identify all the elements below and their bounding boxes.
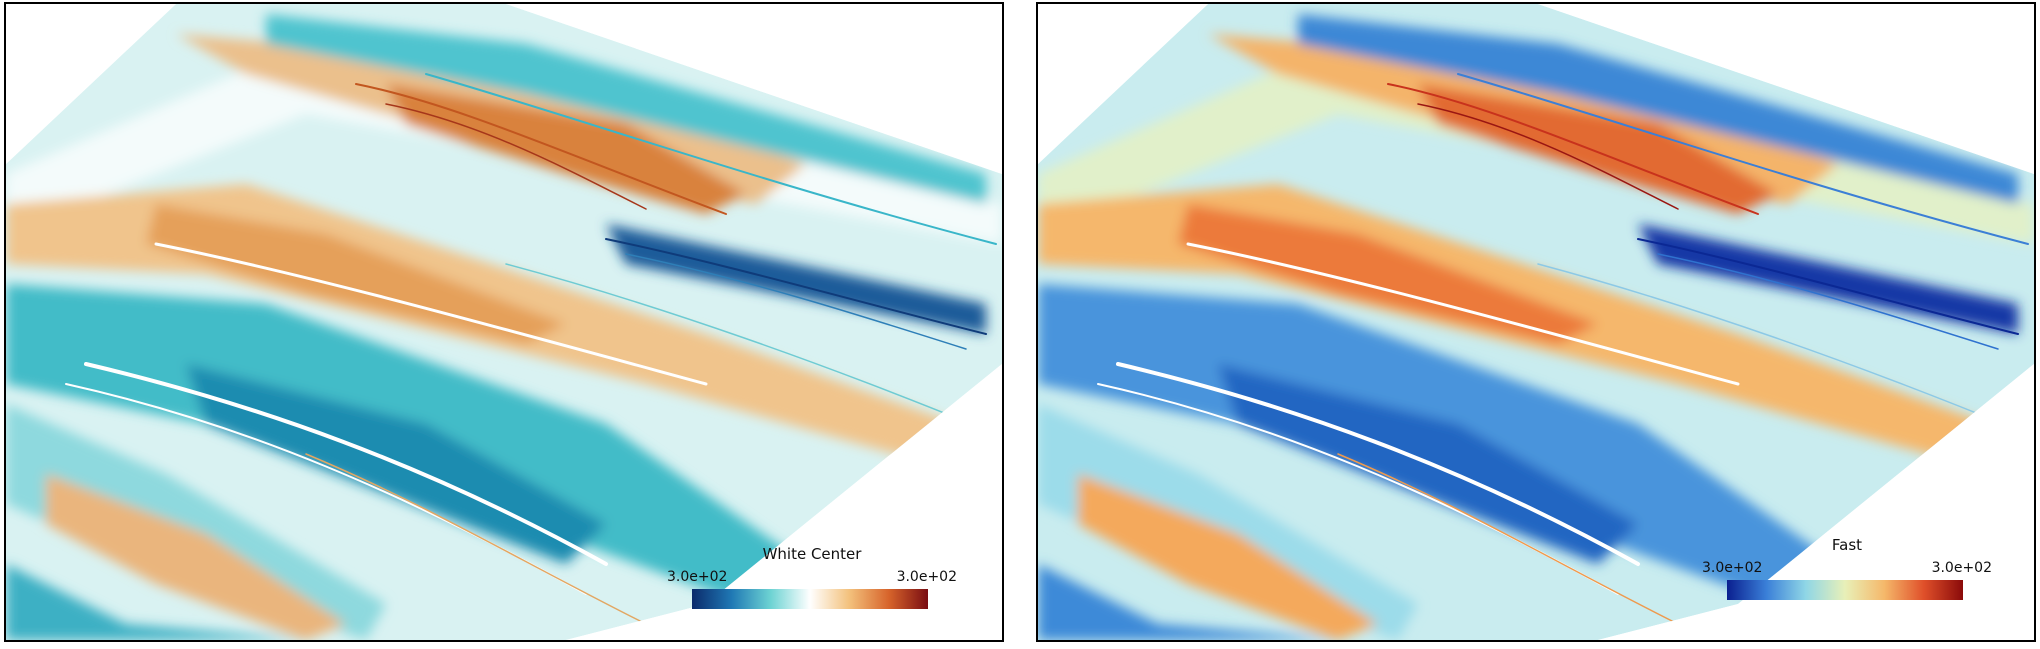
- right-visualization-panel: Fast 3.0e+02 3.0e+02: [1036, 2, 2036, 642]
- colorbar-gradient: [1727, 580, 1963, 600]
- colorbar-max-label: 3.0e+02: [896, 569, 957, 585]
- colorbar-title: White Center: [762, 545, 862, 563]
- colorbar-gradient: [692, 589, 928, 609]
- streamline-field: [6, 4, 1002, 640]
- colorbar-legend: White Center 3.0e+02 3.0e+02: [667, 545, 957, 615]
- left-visualization-panel: White Center 3.0e+02 3.0e+02: [4, 2, 1004, 642]
- colorbar-min-label: 3.0e+02: [667, 569, 728, 585]
- colorbar-title: Fast: [1831, 536, 1863, 554]
- colorbar-max-label: 3.0e+02: [1931, 560, 1992, 576]
- streamline-field: [1038, 4, 2034, 640]
- colorbar-legend: Fast 3.0e+02 3.0e+02: [1702, 536, 1992, 606]
- colorbar-min-label: 3.0e+02: [1702, 560, 1763, 576]
